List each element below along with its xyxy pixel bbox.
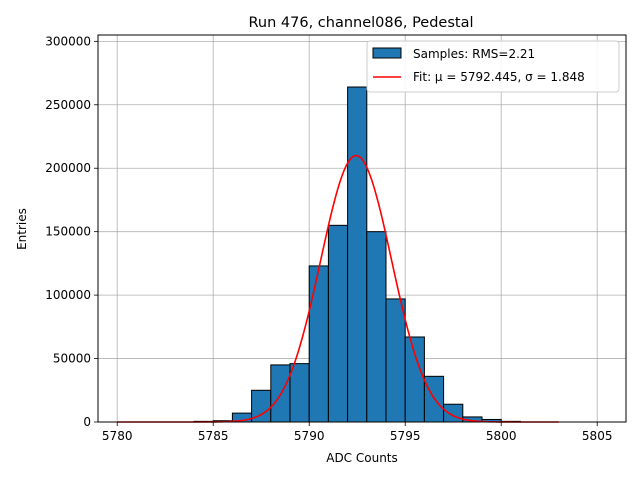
legend-label-fit: Fit: μ = 5792.445, σ = 1.848 bbox=[413, 70, 585, 84]
x-tick-label: 5790 bbox=[294, 429, 325, 443]
y-axis-label: Entries bbox=[15, 208, 29, 250]
histogram-bars bbox=[193, 86, 521, 423]
y-tick-label: 200000 bbox=[45, 161, 91, 175]
histogram-bar bbox=[404, 336, 425, 423]
legend-box bbox=[366, 40, 620, 93]
y-tick-label: 150000 bbox=[45, 225, 91, 239]
x-tick-label: 5780 bbox=[102, 429, 133, 443]
x-tick-label: 5805 bbox=[582, 429, 613, 443]
x-tick-label: 5785 bbox=[198, 429, 229, 443]
histogram-bar bbox=[308, 265, 329, 423]
histogram-bar bbox=[366, 231, 387, 423]
y-tick-label: 0 bbox=[83, 415, 91, 429]
histogram-bar bbox=[347, 86, 368, 423]
histogram-bar bbox=[443, 403, 464, 423]
x-axis: 5780 5785 5790 5795 5800 5805 bbox=[102, 422, 613, 443]
histogram-bar bbox=[385, 298, 406, 423]
y-axis: 0 50000 100000 150000 200000 250000 300000 bbox=[45, 34, 98, 429]
x-tick-label: 5795 bbox=[390, 429, 421, 443]
chart-title: Run 476, channel086, Pedestal bbox=[248, 15, 473, 31]
legend: Samples: RMS=2.21 Fit: μ = 5792.445, σ =… bbox=[366, 40, 620, 93]
histogram-bar bbox=[327, 224, 349, 423]
plot-frame bbox=[97, 34, 627, 423]
legend-swatch-samples bbox=[372, 47, 402, 59]
legend-label-samples: Samples: RMS=2.21 bbox=[413, 47, 535, 61]
x-tick-label: 5800 bbox=[486, 429, 517, 443]
y-tick-label: 50000 bbox=[53, 352, 91, 366]
y-tick-label: 300000 bbox=[45, 34, 91, 48]
histogram-bar bbox=[289, 363, 310, 423]
y-tick-label: 250000 bbox=[45, 98, 91, 112]
y-tick-label: 100000 bbox=[45, 288, 91, 302]
x-axis-label: ADC Counts bbox=[326, 451, 398, 465]
